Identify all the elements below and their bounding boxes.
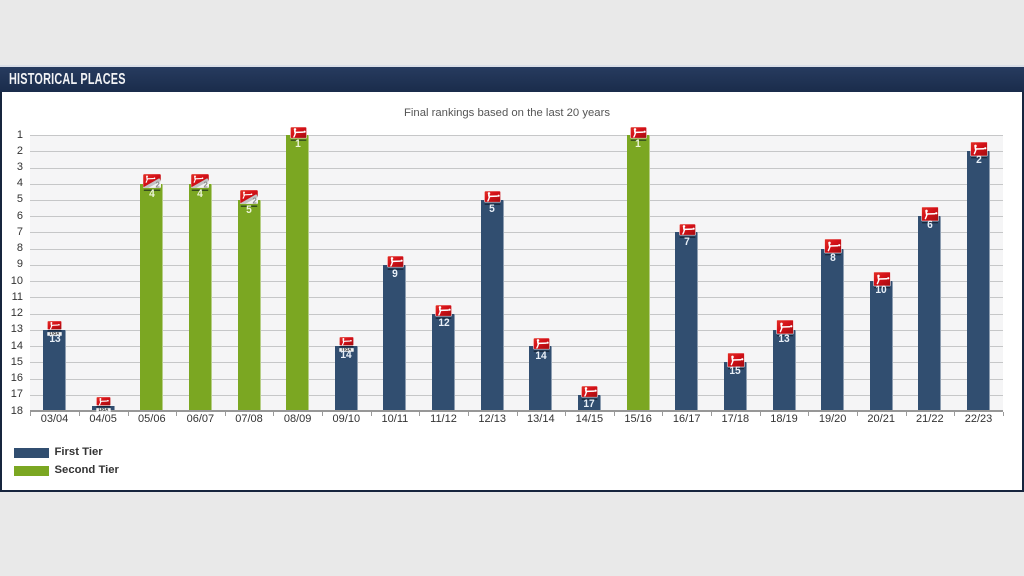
svg-text:LIGA: LIGA xyxy=(50,331,60,336)
svg-text:LIGA: LIGA xyxy=(341,347,351,352)
svg-text:2: 2 xyxy=(253,196,258,205)
svg-text:LIGA: LIGA xyxy=(98,407,108,412)
svg-text:2: 2 xyxy=(204,180,209,189)
svg-text:2: 2 xyxy=(155,180,160,189)
